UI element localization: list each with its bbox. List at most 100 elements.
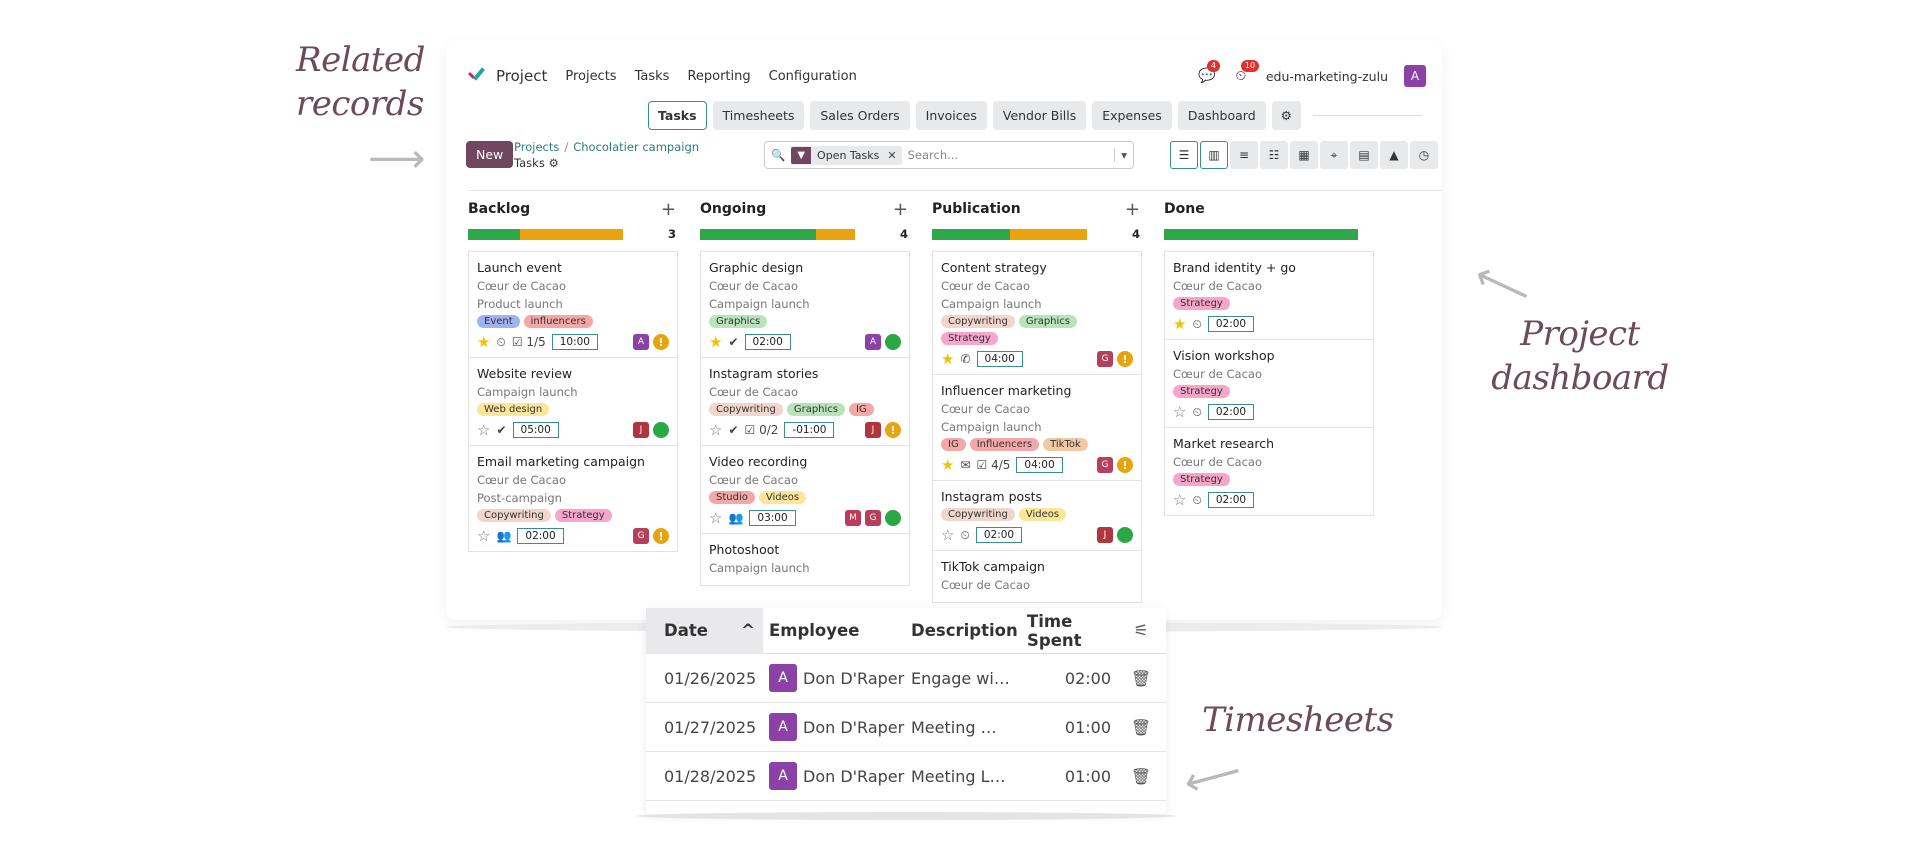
tab-expenses[interactable]: Expenses (1092, 100, 1172, 130)
task-card[interactable]: Instagram posts Copywriting Videos ☆ ⏲ 02:00 J (933, 481, 1141, 551)
priority-star-icon[interactable]: ★ (477, 332, 491, 351)
progress-bar[interactable] (932, 228, 1126, 240)
table-row[interactable]: 01/28/2025 A Don D'Raper Meeting L… 01:00 🗑 (646, 752, 1166, 801)
menu-projects[interactable]: Projects (565, 68, 617, 84)
cell-time-spent[interactable]: 01:00 (1064, 766, 1111, 786)
add-task-icon[interactable]: + (892, 198, 908, 220)
assignee-avatar[interactable]: J (1097, 527, 1113, 543)
project-logo-icon[interactable] (466, 67, 488, 85)
priority-star-icon[interactable]: ★ (1173, 314, 1187, 333)
cell-description[interactable]: Meeting L… (911, 766, 1006, 786)
assignee-avatar[interactable]: A (633, 334, 649, 350)
tab-sales-orders[interactable]: Sales Orders (810, 100, 910, 130)
tab-tasks[interactable]: Tasks (648, 100, 707, 130)
kanban-view-icon[interactable]: ▥ (1200, 141, 1228, 169)
search-dropdown-icon[interactable]: ▾ (1114, 148, 1127, 162)
card-indicator[interactable]: ⏲ (1192, 316, 1202, 331)
progress-bar[interactable] (1164, 228, 1358, 240)
task-card[interactable]: Website review Campaign launch Web design ☆… (469, 358, 677, 446)
user-avatar[interactable]: A (1404, 65, 1426, 87)
settings-sliders-icon[interactable]: ⚙ (1271, 100, 1301, 130)
calendar-view-icon[interactable]: ▦ (1290, 141, 1318, 169)
card-indicator[interactable]: ✔ (728, 335, 739, 349)
trash-icon[interactable]: 🗑 (1130, 717, 1152, 737)
assignee-avatar[interactable]: G (865, 510, 881, 526)
add-task-icon[interactable]: + (660, 198, 676, 220)
card-indicator[interactable]: ⏲ (496, 334, 506, 349)
task-card[interactable]: Influencer marketing Cœur de Cacao Campaig… (933, 375, 1141, 481)
menu-configuration[interactable]: Configuration (768, 68, 857, 84)
progress-orange[interactable] (816, 228, 856, 240)
cell-employee[interactable]: A Don D'Raper (763, 713, 905, 741)
list-view-icon[interactable]: ≡ (1230, 141, 1258, 169)
menu-reporting[interactable]: Reporting (687, 68, 751, 84)
company-switcher[interactable]: edu-marketing-zulu (1265, 68, 1388, 84)
progress-green[interactable] (932, 228, 1010, 240)
task-card[interactable]: Email marketing campaign Cœur de Cacao Pos… (469, 446, 677, 552)
card-indicator[interactable]: ✉ (960, 458, 971, 472)
priority-star-icon[interactable]: ☆ (709, 420, 723, 439)
menu-tasks[interactable]: Tasks (634, 68, 670, 84)
trash-icon[interactable]: 🗑 (1130, 766, 1152, 786)
card-indicator[interactable]: ☑ 4/5 (976, 458, 1011, 472)
card-indicator[interactable]: ☑ 1/5 (511, 335, 546, 349)
task-card[interactable]: Instagram stories Cœur de Cacao Copywritin… (701, 358, 909, 446)
status-warning-icon[interactable]: ! (885, 422, 901, 438)
assignee-avatar[interactable]: G (1097, 457, 1113, 473)
graph-view-icon[interactable]: ▲ (1380, 141, 1408, 169)
column-title[interactable]: Done (1164, 201, 1205, 217)
sort-asc-icon[interactable]: ^ (741, 621, 755, 640)
status-done-icon[interactable] (885, 334, 901, 350)
card-indicator[interactable]: ✔ (496, 423, 507, 437)
card-indicator[interactable]: 👥 (728, 511, 744, 525)
assignee-avatar[interactable]: J (633, 422, 649, 438)
task-card[interactable]: Photoshoot Campaign launch (701, 534, 909, 586)
column-title[interactable]: Ongoing (700, 201, 767, 217)
cell-description[interactable]: Engage wi… (911, 668, 1010, 688)
progress-bar[interactable] (700, 228, 894, 240)
card-indicator[interactable]: ✆ (960, 352, 971, 366)
add-task-icon[interactable]: + (1124, 198, 1140, 220)
assignee-avatar[interactable]: J (865, 422, 881, 438)
tab-timesheets[interactable]: Timesheets (712, 100, 805, 130)
table-row[interactable]: 01/26/2025 A Don D'Raper Engage wi… 02:00 🗑 (646, 654, 1166, 703)
progress-green[interactable] (700, 228, 817, 240)
task-card[interactable]: Launch event Cœur de Cacao Product launch E… (469, 252, 677, 358)
status-warning-icon[interactable]: ! (653, 528, 669, 544)
task-card[interactable]: Vision workshop Cœur de Cacao Strategy ☆ ⏲ 02… (1165, 340, 1373, 428)
card-indicator[interactable]: 👥 (496, 529, 512, 543)
tab-invoices[interactable]: Invoices (915, 100, 987, 130)
priority-star-icon[interactable]: ☆ (1173, 402, 1187, 421)
status-warning-icon[interactable]: ! (1117, 351, 1133, 367)
gantt-view-icon[interactable]: ☷ (1260, 141, 1288, 169)
progress-orange[interactable] (520, 228, 624, 240)
header-employee[interactable]: Employee (769, 621, 860, 640)
gear-icon[interactable]: ⚙ (548, 156, 559, 170)
priority-star-icon[interactable]: ☆ (477, 526, 491, 545)
cell-time-spent[interactable]: 02:00 (1064, 668, 1111, 688)
progress-green[interactable] (468, 228, 521, 240)
tab-vendor-bills[interactable]: Vendor Bills (992, 100, 1087, 130)
cell-time-spent[interactable]: 01:00 (1064, 717, 1111, 737)
card-indicator[interactable]: ✔ (728, 423, 739, 437)
assignee-avatar[interactable]: M (845, 510, 861, 526)
cell-employee[interactable]: A Don D'Raper (763, 762, 905, 790)
card-indicator[interactable]: ⏲ (960, 527, 970, 542)
task-card[interactable]: Video recording Cœur de Cacao Studio Videos… (701, 446, 909, 534)
status-warning-icon[interactable]: ! (653, 334, 669, 350)
priority-star-icon[interactable]: ☆ (1173, 490, 1187, 509)
card-indicator[interactable]: ⏲ (1192, 404, 1202, 419)
activity-view-icon[interactable]: ◷ (1410, 141, 1438, 169)
status-done-icon[interactable] (1117, 527, 1133, 543)
header-time-spent[interactable]: Time Spent (1027, 611, 1082, 650)
column-settings-icon[interactable]: ⚟ (1133, 621, 1149, 640)
pivot-view-icon[interactable]: ▤ (1350, 141, 1378, 169)
task-card[interactable]: Graphic design Cœur de Cacao Campaign laun… (701, 252, 909, 358)
assignee-avatar[interactable]: G (633, 528, 649, 544)
table-row[interactable]: 01/27/2025 A Don D'Raper Meeting … 01:00 🗑 (646, 703, 1166, 752)
breadcrumb-projects[interactable]: Projects (514, 140, 560, 154)
cell-date[interactable]: 01/26/2025 (664, 668, 757, 688)
priority-star-icon[interactable]: ★ (709, 332, 723, 351)
priority-star-icon[interactable]: ☆ (477, 420, 491, 439)
priority-star-icon[interactable]: ★ (941, 349, 955, 368)
